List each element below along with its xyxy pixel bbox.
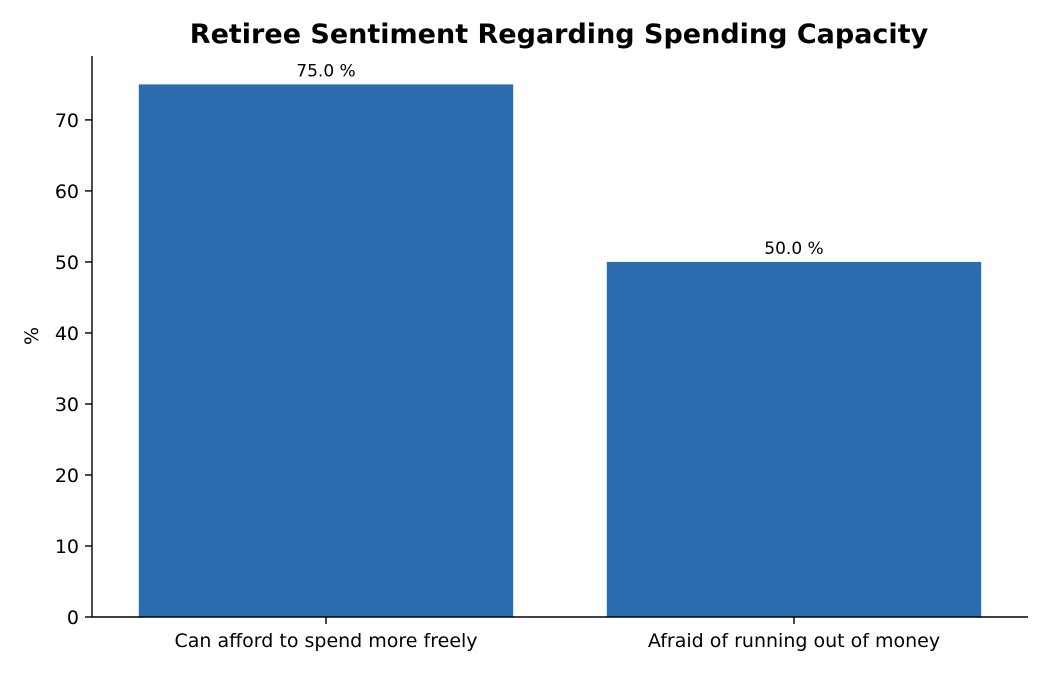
y-tick-label-3: 30 [55, 394, 79, 416]
chart-title: Retiree Sentiment Regarding Spending Cap… [190, 19, 929, 50]
bar-0 [138, 84, 514, 618]
y-axis-ticks: 0 10 20 30 40 50 60 70 [55, 110, 92, 629]
bars-layer [138, 84, 982, 618]
bar-1 [606, 261, 982, 617]
bar-value-label-0: 75.0 % [296, 61, 355, 81]
y-tick-label-2: 20 [55, 465, 79, 487]
x-tick-label-1: Afraid of running out of money [648, 630, 940, 652]
y-tick-label-1: 10 [55, 536, 79, 558]
value-labels-layer: 75.0 % 50.0 % [296, 61, 823, 259]
x-tick-label-0: Can afford to spend more freely [174, 630, 477, 652]
x-axis-ticks: Can afford to spend more freely Afraid of… [174, 617, 940, 652]
y-tick-label-5: 50 [55, 252, 79, 274]
bar-value-label-1: 50.0 % [764, 239, 823, 259]
y-tick-label-4: 40 [55, 323, 79, 345]
y-tick-label-7: 70 [55, 110, 79, 132]
y-tick-label-0: 0 [67, 607, 79, 629]
y-axis-label: % [21, 327, 43, 345]
y-tick-label-6: 60 [55, 181, 79, 203]
